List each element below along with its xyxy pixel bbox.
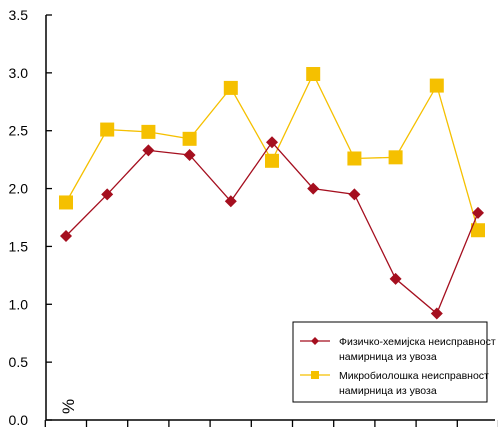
- data-point-square: [223, 80, 238, 95]
- data-point-diamond: [266, 136, 278, 149]
- y-tick-label: 3.0: [9, 65, 29, 81]
- data-point-square: [59, 195, 73, 210]
- unit-label: %: [59, 399, 78, 414]
- y-tick-label: 2.0: [9, 181, 29, 197]
- data-point-diamond: [348, 188, 361, 201]
- series-line: [65, 72, 479, 231]
- legend-item-2: Микробиолошка неисправност намирница из у…: [300, 370, 489, 397]
- legend-marker-diamond: [311, 337, 319, 345]
- legend-label: Микробиолошка неисправност: [339, 370, 489, 382]
- y-tick-label: 2.5: [9, 123, 29, 139]
- series-line: [65, 141, 479, 315]
- legend-item-1: Физичко-хемијска неисправност намирница и…: [300, 336, 496, 363]
- data-point-diamond: [430, 307, 443, 320]
- data-point-diamond: [142, 144, 155, 157]
- data-point-square: [141, 124, 156, 139]
- legend-label: намирница из увоза: [339, 351, 437, 363]
- y-tick-label: 1.0: [9, 296, 29, 312]
- y-tick-label: 0.0: [9, 412, 29, 428]
- data-point-diamond: [307, 182, 320, 195]
- series-1: [60, 136, 484, 320]
- legend-marker-square: [311, 371, 319, 379]
- legend: Физичко-хемијска неисправност намирница и…: [292, 321, 496, 403]
- data-point-square: [388, 150, 403, 165]
- series-layer: [59, 67, 485, 320]
- y-axis: 0.0 0.5 1.0 1.5 2.0 2.5 3.0 3.5: [9, 7, 52, 428]
- y-tick-label: 1.5: [9, 238, 29, 254]
- x-axis: [44, 419, 498, 427]
- data-point-diamond: [472, 206, 484, 219]
- data-point-diamond: [60, 230, 72, 243]
- data-point-square: [347, 151, 362, 166]
- data-point-diamond: [183, 149, 196, 162]
- data-point-diamond: [224, 195, 237, 208]
- data-point-square: [306, 67, 321, 82]
- legend-label: Физичко-хемијска неисправност: [339, 336, 496, 348]
- data-point-square: [429, 78, 444, 93]
- data-point-diamond: [101, 188, 114, 201]
- series-2: [59, 67, 485, 238]
- data-point-square: [265, 153, 279, 168]
- y-tick-label: 3.5: [9, 7, 29, 23]
- y-tick-label: 0.5: [9, 354, 29, 370]
- data-point-diamond: [389, 272, 402, 285]
- legend-label: намирница из увоза: [339, 385, 437, 397]
- data-point-square: [182, 131, 197, 146]
- data-point-square: [471, 223, 485, 238]
- legend-box: [292, 321, 488, 403]
- data-point-square: [100, 122, 115, 137]
